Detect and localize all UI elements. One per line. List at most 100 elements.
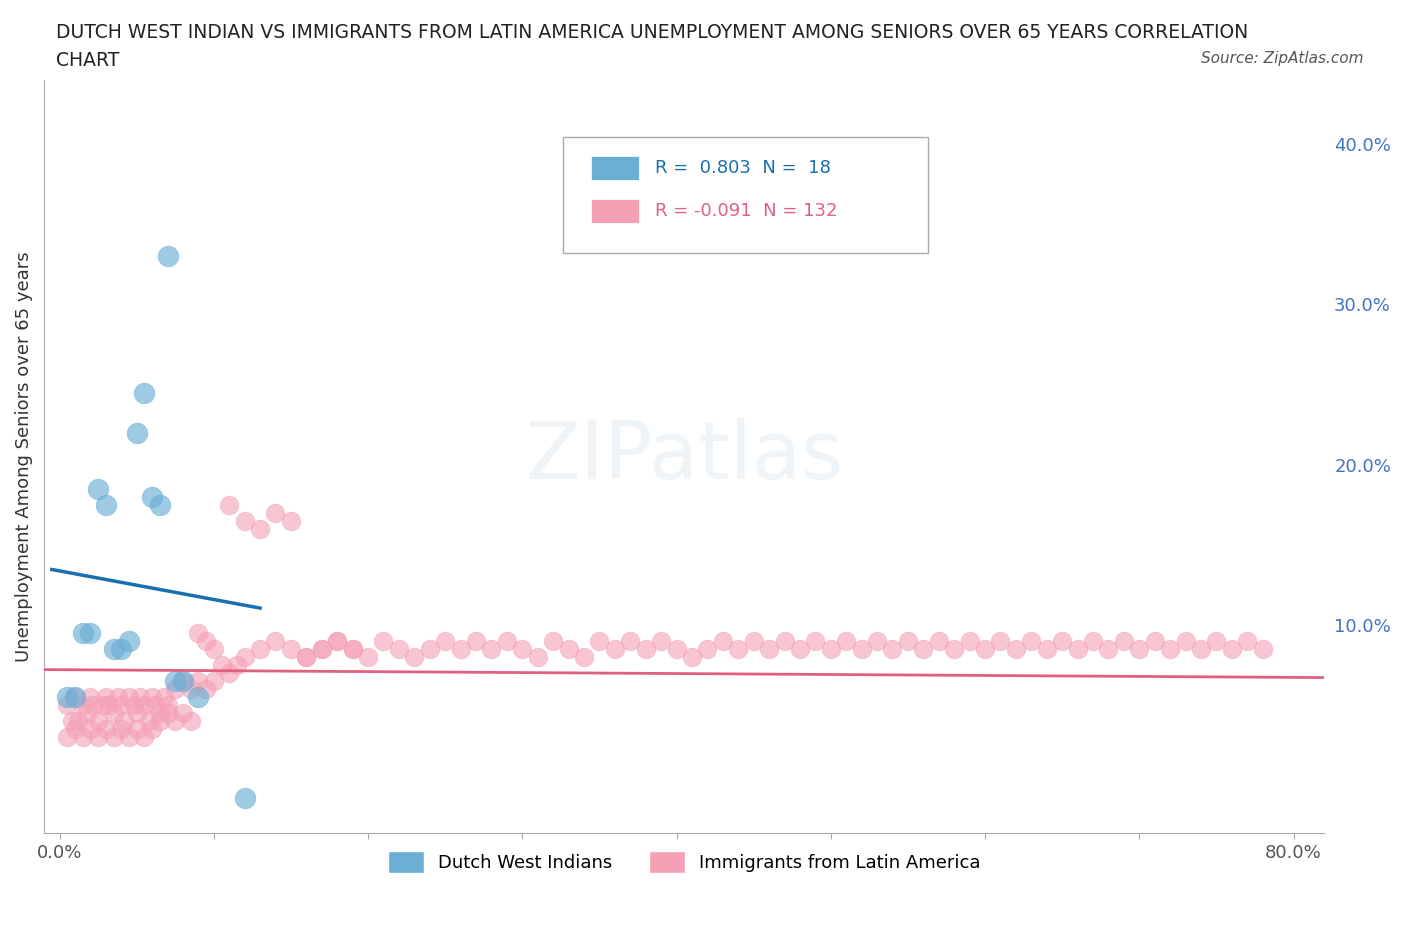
Text: DUTCH WEST INDIAN VS IMMIGRANTS FROM LATIN AMERICA UNEMPLOYMENT AMONG SENIORS OV: DUTCH WEST INDIAN VS IMMIGRANTS FROM LAT… (56, 23, 1249, 42)
Point (1081, 633, 1104, 648)
Point (56, 729, 79, 744)
Point (128, 689, 150, 704)
Point (1174, 633, 1197, 648)
Point (156, 706, 179, 721)
Point (912, 642, 935, 657)
Point (141, 489, 163, 504)
Point (165, 682, 187, 697)
Point (1205, 633, 1227, 648)
Point (218, 498, 240, 512)
Y-axis label: Unemployment Among Seniors over 65 years: Unemployment Among Seniors over 65 years (15, 251, 32, 662)
Point (110, 642, 132, 657)
Point (326, 633, 349, 648)
Point (87, 713, 110, 728)
Point (758, 642, 780, 657)
Point (295, 649, 318, 664)
Point (1251, 642, 1274, 657)
Point (141, 722, 163, 737)
Point (195, 633, 218, 648)
Point (118, 689, 141, 704)
Point (180, 682, 202, 697)
Point (1236, 633, 1258, 648)
Point (172, 673, 194, 688)
Text: R = -0.091  N = 132: R = -0.091 N = 132 (655, 202, 838, 220)
Point (634, 642, 657, 657)
Point (94, 498, 117, 512)
Point (125, 722, 148, 737)
Point (211, 658, 233, 672)
Point (82, 698, 104, 712)
Point (681, 649, 703, 664)
Text: CHART: CHART (56, 51, 120, 70)
Point (1128, 642, 1150, 657)
Point (87, 729, 110, 744)
Point (134, 698, 156, 712)
Text: Source: ZipAtlas.com: Source: ZipAtlas.com (1201, 51, 1364, 66)
Point (1112, 633, 1135, 648)
Point (727, 642, 749, 657)
Point (1159, 642, 1181, 657)
Point (249, 642, 271, 657)
Point (264, 633, 287, 648)
Point (153, 689, 176, 704)
Point (773, 633, 796, 648)
Point (404, 649, 426, 664)
Point (149, 706, 172, 721)
Point (249, 522, 271, 537)
Point (557, 642, 579, 657)
Point (110, 698, 132, 712)
Point (1050, 633, 1073, 648)
Point (882, 642, 904, 657)
Point (187, 689, 209, 704)
Point (650, 633, 672, 648)
Point (149, 713, 172, 728)
Point (72, 698, 94, 712)
Point (134, 729, 156, 744)
Point (138, 713, 160, 728)
Point (94, 722, 117, 737)
Point (195, 682, 218, 697)
Point (72, 625, 94, 640)
Point (1189, 642, 1212, 657)
Point (156, 249, 179, 264)
Point (541, 633, 564, 648)
Point (107, 689, 129, 704)
Point (218, 666, 240, 681)
Point (510, 642, 533, 657)
Point (63, 722, 86, 737)
Point (866, 633, 889, 648)
Point (141, 689, 163, 704)
Point (804, 633, 827, 648)
Point (342, 642, 364, 657)
Point (342, 642, 364, 657)
Point (496, 633, 519, 648)
Point (87, 481, 110, 496)
Point (959, 633, 981, 648)
Point (280, 513, 302, 528)
Point (711, 633, 734, 648)
Point (357, 649, 380, 664)
Legend: Dutch West Indians, Immigrants from Latin America: Dutch West Indians, Immigrants from Lati… (381, 844, 988, 881)
Point (311, 642, 333, 657)
Point (103, 729, 125, 744)
Point (572, 649, 595, 664)
Point (789, 642, 811, 657)
Point (1220, 642, 1243, 657)
Point (122, 698, 145, 712)
Point (143, 698, 166, 712)
Point (434, 633, 457, 648)
Point (118, 729, 141, 744)
Point (1143, 633, 1166, 648)
Point (202, 642, 225, 657)
Point (134, 385, 156, 400)
Point (112, 713, 135, 728)
Point (665, 642, 688, 657)
Point (280, 642, 302, 657)
Point (233, 649, 256, 664)
Point (465, 633, 488, 648)
Point (149, 498, 172, 512)
Point (233, 790, 256, 805)
Point (103, 642, 125, 657)
Point (588, 633, 610, 648)
Point (450, 642, 472, 657)
